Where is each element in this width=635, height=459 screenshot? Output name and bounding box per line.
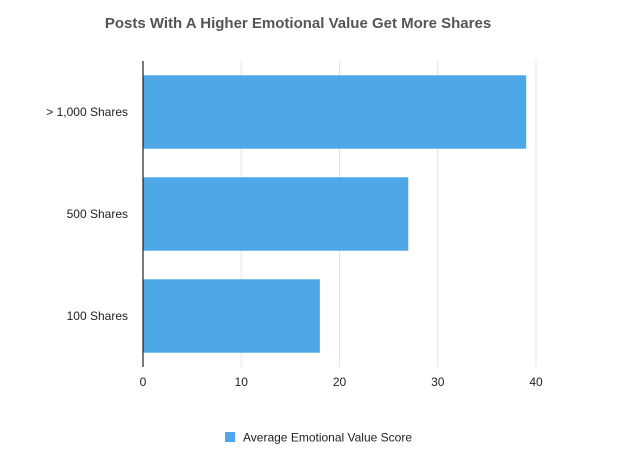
category-label: 100 Shares [67, 309, 128, 323]
bar [143, 279, 320, 353]
bar [143, 75, 527, 149]
legend: Average Emotional Value Score [225, 431, 412, 445]
category-label: > 1,000 Shares [46, 105, 128, 119]
legend-label: Average Emotional Value Score [243, 431, 412, 445]
category-label: 500 Shares [67, 207, 128, 221]
legend-swatch [225, 432, 235, 442]
bar [143, 177, 409, 251]
x-tick-labels: 0 10 20 30 40 [140, 375, 543, 389]
x-tick-label: 30 [431, 375, 445, 389]
x-tick-label: 0 [140, 375, 147, 389]
category-labels: > 1,000 Shares 500 Shares 100 Shares [46, 105, 128, 323]
chart-title: Posts With A Higher Emotional Value Get … [105, 15, 491, 32]
x-tick-label: 20 [333, 375, 347, 389]
x-tick-label: 10 [235, 375, 249, 389]
bars [143, 75, 527, 353]
x-tick-label: 40 [529, 375, 543, 389]
